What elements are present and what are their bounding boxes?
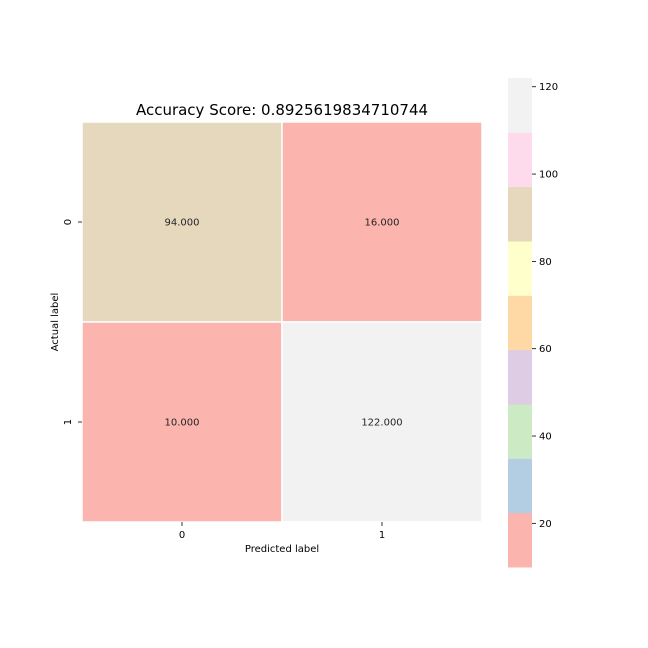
colorbar-segment [508, 78, 532, 133]
cell-value-label: 94.000 [165, 218, 200, 229]
heatmap-cell [81, 121, 283, 323]
heatmap-cell [281, 321, 483, 523]
x-axis-label: Predicted label [245, 544, 319, 555]
y-tick-label: 1 [63, 419, 74, 425]
colorbar: 20 40 60 80 100 120 [508, 78, 558, 568]
colorbar-segment [508, 404, 532, 459]
cell-value-label: 10.000 [165, 418, 200, 429]
colorbar-segment [508, 241, 532, 296]
colorbar-segment [508, 132, 532, 188]
cell-value-label: 122.000 [361, 418, 402, 429]
colorbar-tick-label: 20 [539, 519, 552, 530]
x-tick-label: 0 [179, 530, 185, 541]
heatmap-cell [281, 121, 483, 323]
heatmap-cell [81, 321, 283, 523]
colorbar-segment [508, 295, 532, 351]
heatmap-cells: 94.000 16.000 10.000 122.000 [81, 121, 483, 523]
x-tick-label: 1 [379, 530, 385, 541]
colorbar-tick-label: 80 [539, 257, 552, 268]
colorbar-segment [508, 349, 532, 405]
cell-value-label: 16.000 [365, 218, 400, 229]
colorbar-segment [508, 186, 532, 242]
colorbar-tick-label: 40 [539, 432, 552, 443]
colorbar-tick-label: 120 [539, 82, 558, 93]
y-axis-label: Actual label [50, 293, 61, 352]
chart-title: Accuracy Score: 0.8925619834710744 [136, 101, 428, 119]
colorbar-segment [508, 512, 532, 568]
colorbar-tick-label: 60 [539, 344, 552, 355]
y-axis-ticks: 01 [63, 219, 82, 425]
y-tick-label: 0 [63, 219, 74, 225]
colorbar-tick-label: 100 [539, 170, 558, 181]
colorbar-segment [508, 458, 532, 514]
